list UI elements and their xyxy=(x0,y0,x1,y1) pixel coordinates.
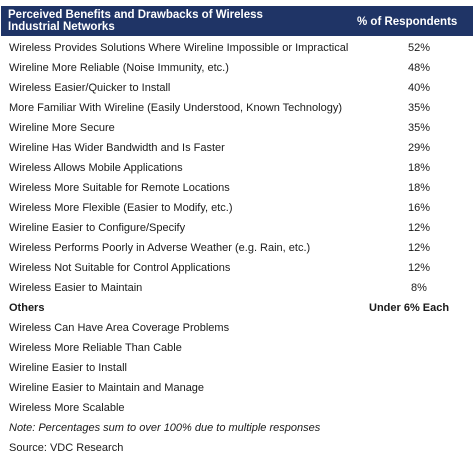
row-label: Wireless Allows Mobile Applications xyxy=(9,162,183,174)
table-row: Wireline Has Wider Bandwidth and Is Fast… xyxy=(0,138,474,158)
list-item: Wireless More Reliable Than Cable xyxy=(9,342,182,354)
others-row: Others Under 6% Each xyxy=(0,298,474,318)
table-row: Wireless More Suitable for Remote Locati… xyxy=(0,178,474,198)
table-row: Wireless Easier to Maintain 8% xyxy=(0,278,474,298)
table-row: Wireless Allows Mobile Applications 18% xyxy=(0,158,474,178)
row-label: Wireless More Suitable for Remote Locati… xyxy=(9,182,230,194)
row-label: Wireline More Reliable (Noise Immunity, … xyxy=(9,62,229,74)
row-value: 35% xyxy=(407,102,431,114)
row-value: 52% xyxy=(407,42,431,54)
table-row: Wireline More Reliable (Noise Immunity, … xyxy=(0,58,474,78)
table-row: Wireline Easier to Configure/Specify 12% xyxy=(0,218,474,238)
table-row: Wireless Easier/Quicker to Install 40% xyxy=(0,78,474,98)
row-value: 8% xyxy=(411,282,427,294)
row-value: 18% xyxy=(407,182,431,194)
row-label: Wireline More Secure xyxy=(9,122,115,134)
row-value: 29% xyxy=(407,142,431,154)
footnote: Note: Percentages sum to over 100% due t… xyxy=(9,422,321,434)
row-value: 35% xyxy=(407,122,431,134)
others-value: Under 6% Each xyxy=(369,302,450,314)
table-title: Perceived Benefits and Drawbacks of Wire… xyxy=(8,9,263,33)
source-credit: Source: VDC Research xyxy=(9,442,124,454)
table-row: Wireless Not Suitable for Control Applic… xyxy=(0,258,474,278)
others-label: Others xyxy=(9,302,45,314)
row-label: Wireline Easier to Configure/Specify xyxy=(9,222,186,234)
list-item: Wireline Easier to Maintain and Manage xyxy=(9,382,205,394)
row-value: 40% xyxy=(407,82,431,94)
table-row: More Familiar With Wireline (Easily Unde… xyxy=(0,98,474,118)
row-value: 12% xyxy=(407,222,431,234)
list-item: Wireless Can Have Area Coverage Problems xyxy=(9,322,230,334)
row-value: 12% xyxy=(407,242,431,254)
row-label: Wireless Easier to Maintain xyxy=(9,282,143,294)
list-item: Wireless More Scalable xyxy=(9,402,125,414)
row-value: 48% xyxy=(407,62,431,74)
row-value: 12% xyxy=(407,262,431,274)
row-label: Wireline Has Wider Bandwidth and Is Fast… xyxy=(9,142,225,154)
row-label: More Familiar With Wireline (Easily Unde… xyxy=(9,102,342,114)
row-label: Wireless Easier/Quicker to Install xyxy=(9,82,171,94)
table-row: Wireless Provides Solutions Where Wireli… xyxy=(0,38,474,58)
row-label: Wireless Provides Solutions Where Wireli… xyxy=(9,42,349,54)
row-label: Wireless Not Suitable for Control Applic… xyxy=(9,262,231,274)
table-row: Wireline More Secure 35% xyxy=(0,118,474,138)
table-row: Wireless Performs Poorly in Adverse Weat… xyxy=(0,238,474,258)
table-row: Wireless More Flexible (Easier to Modify… xyxy=(0,198,474,218)
table-header: Perceived Benefits and Drawbacks of Wire… xyxy=(1,6,473,36)
row-value: 18% xyxy=(407,162,431,174)
table-body: Wireless Provides Solutions Where Wireli… xyxy=(0,38,474,298)
column-header-respondents: % of Respondents xyxy=(357,16,458,28)
others-list: Wireless Can Have Area Coverage Problems… xyxy=(0,318,474,418)
list-item: Wireline Easier to Install xyxy=(9,362,127,374)
row-value: 16% xyxy=(407,202,431,214)
row-label: Wireless Performs Poorly in Adverse Weat… xyxy=(9,242,311,254)
row-label: Wireless More Flexible (Easier to Modify… xyxy=(9,202,233,214)
